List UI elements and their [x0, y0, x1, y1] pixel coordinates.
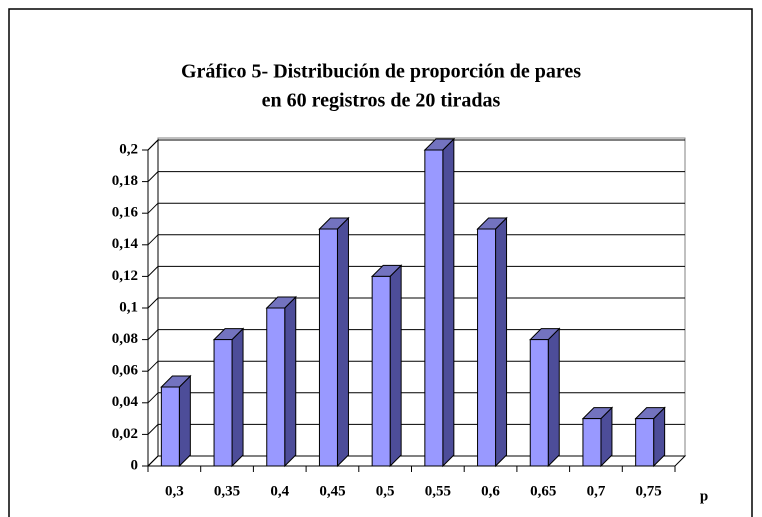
y-tick-label: 0,16: [112, 205, 139, 221]
bar-side: [547, 327, 560, 468]
x-tick-label: 0,35: [214, 483, 240, 499]
y-tick-label: 0,2: [119, 141, 138, 157]
bar-front: [213, 339, 233, 467]
grid-line: [147, 360, 159, 372]
y-tick-label: 0,08: [112, 331, 138, 347]
y-tick-label: 0,04: [112, 394, 139, 410]
bar-front: [371, 275, 391, 467]
bar-front: [160, 386, 180, 467]
grid-line: [147, 392, 159, 404]
bar-side: [389, 264, 402, 468]
x-tick-label: 0,7: [587, 483, 606, 499]
bar: [423, 137, 456, 468]
y-tick-label: 0,02: [112, 426, 138, 442]
y-tick-label: 0,1: [119, 299, 138, 315]
bar: [476, 216, 508, 468]
chart-title: Gráfico 5- Distribución de proporción de…: [181, 61, 581, 83]
x-tick-label: 0,75: [636, 483, 662, 499]
grid-line: [147, 171, 159, 182]
grid-line: [147, 139, 159, 151]
y-tick-label: 0,12: [112, 268, 138, 284]
bar-side: [336, 216, 349, 468]
bar-side: [284, 295, 297, 468]
bar-side: [178, 374, 191, 468]
bar: [160, 374, 192, 468]
x-tick-label: 0,45: [319, 483, 345, 499]
grid-line: [147, 266, 159, 277]
x-tick-label: 0,3: [165, 483, 184, 499]
grid-line: [147, 202, 159, 214]
y-tick-label: 0,18: [112, 173, 138, 189]
x-tick-label: 0,65: [530, 483, 556, 499]
bar-front: [318, 228, 338, 467]
bar-front: [635, 418, 655, 467]
bar: [634, 406, 666, 468]
bar-side: [442, 137, 455, 468]
grid-line: [147, 297, 159, 309]
x-axis-label: p: [700, 488, 708, 504]
bar: [529, 327, 561, 468]
x-tick-label: 0,55: [425, 483, 451, 499]
bar-side: [495, 216, 508, 468]
bar-front: [266, 307, 286, 467]
bar: [265, 295, 297, 468]
grid-line: [147, 234, 159, 246]
y-tick-label: 0: [131, 457, 139, 473]
bar-front: [424, 149, 444, 467]
bar: [581, 406, 614, 468]
grid-line: [147, 424, 159, 435]
x-tick-label: 0,6: [481, 483, 500, 499]
x-tick-label: 0,5: [376, 483, 395, 499]
bar-front: [477, 228, 497, 467]
bar-front: [582, 418, 602, 467]
bar-side: [231, 327, 244, 468]
grid-line: [147, 329, 159, 340]
bar: [370, 264, 403, 468]
y-tick-label: 0,06: [112, 363, 139, 379]
bar: [318, 216, 350, 468]
chart-title: en 60 registros de 20 tiradas: [262, 90, 501, 112]
x-tick-label: 0,4: [270, 483, 289, 499]
y-tick-label: 0,14: [112, 236, 139, 252]
grid-line: [147, 455, 159, 467]
bar: [212, 327, 245, 468]
bar-front: [529, 339, 549, 467]
